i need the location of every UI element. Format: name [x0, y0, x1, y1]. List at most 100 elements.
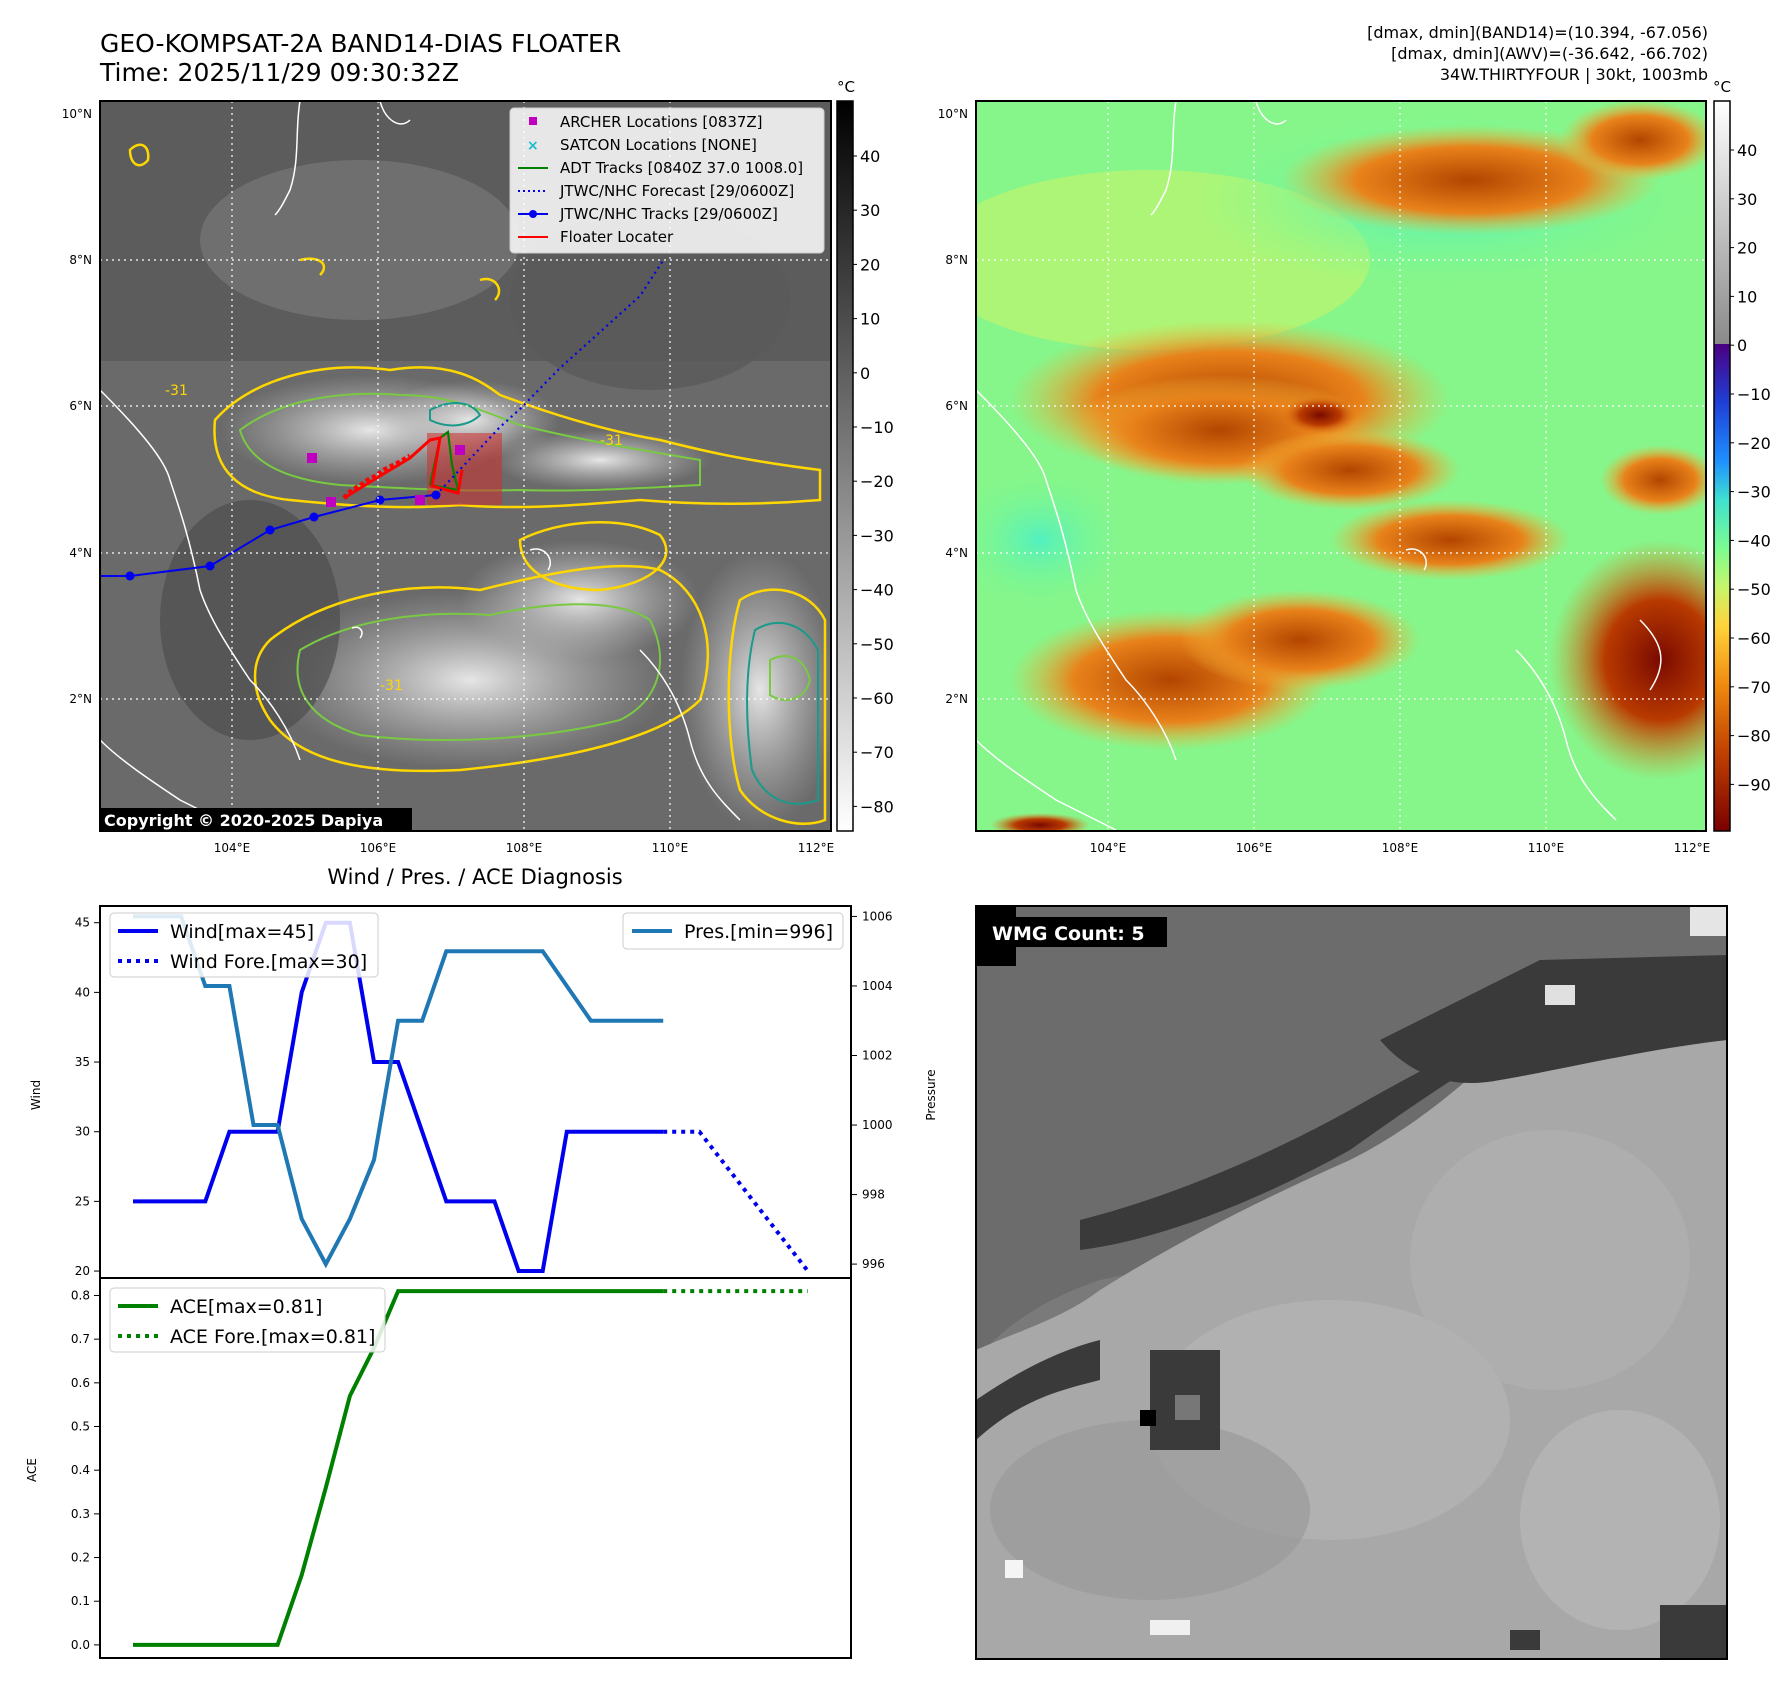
contour-label: -31 [380, 678, 403, 694]
info-storm: 34W.THIRTYFOUR | 30kt, 1003mb [1440, 65, 1708, 84]
colorbar-tick-label: −70 [860, 743, 894, 762]
y-tick-label: 0.1 [71, 1594, 90, 1608]
ace-legend: ACE[max=0.81] ACE Fore.[max=0.81] [109, 1287, 386, 1353]
y-tick-label: 45 [75, 916, 90, 930]
lon-tick: 104°E [214, 841, 251, 855]
lon-tick: 112°E [1674, 841, 1711, 855]
lon-tick: 110°E [652, 841, 689, 855]
ace-ylabel: ACE [25, 1458, 39, 1482]
lon-tick: 106°E [360, 841, 397, 855]
y2-tick-label: 998 [862, 1188, 885, 1202]
y-tick-label: 20 [75, 1264, 90, 1278]
colorbar-tick-label: −30 [860, 526, 894, 545]
series-line-wind [133, 920, 664, 1273]
y-tick-label: 30 [75, 1125, 90, 1139]
lat-tick: 4°N [69, 546, 92, 560]
awv-map-frame [975, 100, 1707, 832]
colorbar-tick-label: 30 [860, 201, 880, 220]
awv-colorbar-unit: °C [1713, 78, 1731, 96]
ace-plot: 0.0 0.1 0.2 0.3 0.4 0.5 0.6 0.7 0.8 [71, 1288, 808, 1652]
wmg-panel [976, 906, 1727, 1659]
wind-legend: Wind[max=45] Wind Fore.[max=30] [109, 912, 379, 978]
copyright: Copyright © 2020-2025 Dapiya [104, 811, 383, 830]
info-band14: [dmax, dmin](BAND14)=(10.394, -67.056) [1367, 23, 1708, 42]
contour-label: -31 [600, 433, 623, 449]
legend-pres-label: Pres.[min=996] [684, 921, 833, 943]
legend-wind-fore-label: Wind Fore.[max=30] [170, 951, 367, 973]
colorbar-tick-label: 20 [860, 255, 880, 274]
colorbar-tick-label: −80 [1737, 727, 1771, 746]
colorbar-tick-label: 0 [860, 364, 870, 383]
lat-tick: 4°N [945, 546, 968, 560]
awv-colorbar-ticks: 40 30 20 10 0 −10 −20 −30 −40 −50 −60 −70 −80 −90 [1730, 141, 1771, 794]
colorbar-tick-label: 10 [860, 310, 880, 329]
wind-ylabel: Wind [29, 1080, 43, 1110]
colorbar-tick-label: −50 [1737, 580, 1771, 599]
diagnosis-title: Wind / Pres. / ACE Diagnosis [327, 865, 622, 889]
legend-label-adt: ADT Tracks [0840Z 37.0 1008.0] [560, 159, 803, 177]
ir-map-lon-ticks: 104°E 106°E 108°E 110°E 112°E [214, 841, 835, 855]
colorbar-tick-label: −10 [860, 418, 894, 437]
series-line-wind-fore [663, 1129, 810, 1273]
figure-time: Time: 2025/11/29 09:30:32Z [99, 58, 459, 87]
wind-plot: 20 25 30 35 40 45 996 998 1000 1002 1004 1006 [75, 909, 893, 1278]
contour-label: -31 [165, 383, 188, 399]
colorbar-tick-label: 40 [860, 147, 880, 166]
lat-tick: 2°N [945, 692, 968, 706]
legend-wind-label: Wind[max=45] [170, 921, 314, 943]
colorbar-tick-label: −70 [1737, 678, 1771, 697]
info-awv: [dmax, dmin](AWV)=(-36.642, -66.702) [1391, 44, 1708, 63]
lat-tick: 6°N [69, 399, 92, 413]
colorbar-tick-label: −90 [1737, 775, 1771, 794]
y-tick-label: 0.2 [71, 1551, 90, 1565]
lat-tick: 8°N [69, 253, 92, 267]
y-tick-label: 0.0 [71, 1638, 90, 1652]
colorbar-tick-label: −80 [860, 797, 894, 816]
ir-map-lat-ticks: 10°N 8°N 6°N 4°N 2°N [62, 107, 92, 706]
lon-tick: 104°E [1090, 841, 1127, 855]
legend-marker-satcon: × [527, 138, 539, 154]
y-tick-label: 0.3 [71, 1507, 90, 1521]
awv-map-lat-ticks: 10°N 8°N 6°N 4°N 2°N [938, 107, 968, 706]
colorbar-tick-label: 40 [1737, 141, 1757, 160]
wmg-count-label: WMG Count: 5 [992, 923, 1145, 945]
colorbar-tick-label: 20 [1737, 239, 1757, 258]
awv-map-panel [976, 101, 1706, 831]
y-tick-label: 25 [75, 1194, 90, 1208]
lat-tick: 8°N [945, 253, 968, 267]
gray-colorbar: °C [836, 78, 855, 832]
lat-tick: 6°N [945, 399, 968, 413]
gray-colorbar-unit: °C [837, 78, 855, 96]
colorbar-tick-label: 0 [1737, 336, 1747, 355]
lon-tick: 106°E [1236, 841, 1273, 855]
awv-colorbar: °C [1713, 78, 1731, 832]
lat-tick: 10°N [62, 107, 92, 121]
colorbar-tick-label: −60 [860, 689, 894, 708]
pres-legend: Pres.[min=996] [622, 912, 844, 950]
colorbar-tick-label: −40 [1737, 531, 1771, 550]
legend-label-forecast: JTWC/NHC Forecast [29/0600Z] [559, 182, 794, 200]
lon-tick: 112°E [798, 841, 835, 855]
y-tick-label: 0.8 [71, 1288, 90, 1302]
legend-label-tracks: JTWC/NHC Tracks [29/0600Z] [559, 205, 778, 223]
colorbar-tick-label: −30 [1737, 483, 1771, 502]
awv-map-lon-ticks: 104°E 106°E 108°E 110°E 112°E [1090, 841, 1711, 855]
lon-tick: 108°E [1382, 841, 1419, 855]
legend-ace-fore-label: ACE Fore.[max=0.81] [170, 1326, 375, 1348]
lon-tick: 110°E [1528, 841, 1565, 855]
series-line-pres [133, 914, 664, 1269]
colorbar-tick-label: −20 [860, 472, 894, 491]
y2-tick-label: 1002 [862, 1048, 893, 1062]
ir-map-frame [99, 100, 832, 832]
colorbar-tick-label: −40 [860, 581, 894, 600]
colorbar-tick-label: −20 [1737, 434, 1771, 453]
y-tick-label: 0.4 [71, 1463, 90, 1477]
y-tick-label: 0.7 [71, 1332, 90, 1346]
legend-label-archer: ARCHER Locations [0837Z] [560, 113, 763, 131]
legend-label-floater: Floater Locater [560, 228, 674, 246]
wmg-label-box [985, 917, 1167, 947]
map-legend: ARCHER Locations [0837Z] × SATCON Locati… [509, 107, 825, 254]
y2-tick-label: 1000 [862, 1118, 893, 1132]
colorbar-tick-label: −60 [1737, 629, 1771, 648]
